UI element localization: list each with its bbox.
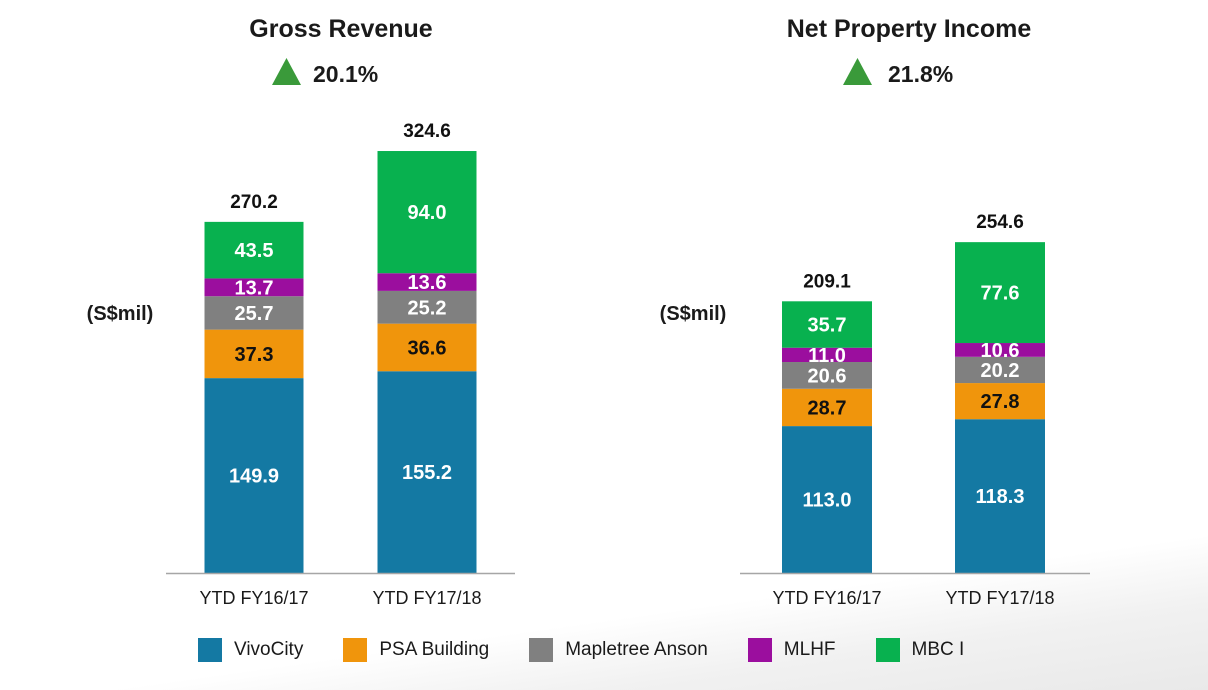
bar-segment-mbc-i — [204, 221, 304, 279]
bar-segment-mapletree-anson — [782, 362, 872, 389]
category-tick-label: YTD FY17/18 — [945, 588, 1054, 608]
bar-segment-mapletree-anson — [955, 356, 1045, 384]
category-tick-label: YTD FY16/17 — [772, 588, 881, 608]
bar-segment-vivocity — [377, 371, 477, 573]
bar-segment-mbc-i — [377, 151, 477, 274]
gross-revenue-title: Gross Revenue — [249, 15, 433, 43]
data-label-mbc-i: 35.7 — [808, 315, 847, 337]
total-label: 324.6 — [403, 121, 451, 142]
data-label-mlhf: 13.6 — [408, 272, 447, 294]
legend-item-mlhf: MLHF — [747, 638, 836, 662]
chart-canvas: Gross Revenue 20.1% (S$mil) 149.9 37.3 25.… — [87, 15, 1090, 608]
data-label-mlhf: 11.0 — [808, 345, 846, 367]
data-label-vivocity: 149.9 — [229, 466, 279, 488]
bar-segment-vivocity — [955, 419, 1045, 573]
legend-swatch — [198, 638, 222, 662]
bar-segment-vivocity — [782, 426, 872, 573]
data-label-vivocity: 118.3 — [976, 486, 1025, 508]
data-label-psa-building: 27.8 — [981, 391, 1020, 413]
bar-segment-mlhf — [955, 343, 1045, 357]
legend-item-mbc-i: MBC I — [875, 638, 965, 662]
bar-segment-mlhf — [782, 347, 872, 363]
bar-segment-psa-building — [204, 329, 304, 379]
bar-segment-mapletree-anson — [377, 290, 477, 324]
legend: VivoCity PSA Building Mapletree Anson MLHF M… — [198, 636, 1004, 664]
data-label-vivocity: 155.2 — [402, 462, 452, 484]
bar-segment-psa-building — [955, 383, 1045, 420]
legend-item-mapletree-anson: Mapletree Anson — [529, 638, 708, 662]
data-label-psa-building: 37.3 — [235, 344, 274, 366]
legend-swatch — [747, 638, 772, 662]
total-label: 270.2 — [230, 192, 278, 213]
legend-label: VivoCity — [234, 639, 304, 660]
legend-label: PSA Building — [379, 639, 490, 660]
data-label-mapletree-anson: 20.2 — [981, 360, 1020, 382]
bar-segment-mlhf — [377, 273, 477, 291]
legend-item-psa-building: PSA Building — [343, 638, 489, 662]
category-tick-label: YTD FY16/17 — [199, 588, 308, 608]
net-property-income-unit-label: (S$mil) — [660, 303, 727, 325]
data-label-psa-building: 28.7 — [808, 397, 847, 419]
data-label-psa-building: 36.6 — [408, 337, 447, 359]
data-label-mapletree-anson: 20.6 — [808, 365, 847, 387]
legend-item-vivocity: VivoCity — [198, 638, 303, 662]
bar-segment-mbc-i — [782, 301, 872, 348]
total-label: 209.1 — [803, 271, 851, 292]
bar-segment-psa-building — [377, 323, 477, 372]
data-label-mapletree-anson: 25.7 — [235, 303, 274, 325]
total-label: 254.6 — [976, 212, 1024, 233]
net-property-income-growth: 21.8% — [888, 61, 953, 87]
data-label-mbc-i: 77.6 — [981, 283, 1020, 305]
data-label-vivocity: 113.0 — [803, 490, 852, 512]
legend-label: MBC I — [911, 639, 965, 660]
legend-swatch — [875, 638, 900, 662]
legend-label: MLHF — [783, 639, 836, 660]
bar-segment-mbc-i — [955, 242, 1045, 344]
growth-up-arrow-icon — [843, 58, 872, 85]
gross-revenue-growth: 20.1% — [313, 61, 378, 87]
data-label-mlhf: 10.6 — [981, 340, 1020, 362]
legend-swatch — [343, 638, 368, 662]
legend-swatch — [529, 638, 554, 662]
legend-label: Mapletree Anson — [565, 639, 708, 660]
gross-revenue-unit-label: (S$mil) — [87, 303, 154, 325]
growth-up-arrow-icon — [272, 58, 301, 85]
bar-segment-psa-building — [782, 388, 872, 427]
category-tick-label: YTD FY17/18 — [372, 588, 481, 608]
net-property-income-title: Net Property Income — [787, 15, 1032, 43]
net-property-income-chart: Net Property Income 21.8% (S$mil) 113.0 2… — [660, 15, 1090, 608]
data-label-mlhf: 13.7 — [235, 277, 274, 299]
bar-segment-mlhf — [204, 278, 304, 297]
data-label-mbc-i: 43.5 — [235, 240, 274, 262]
data-label-mbc-i: 94.0 — [408, 202, 447, 224]
gross-revenue-chart: Gross Revenue 20.1% (S$mil) 149.9 37.3 25.… — [87, 15, 515, 608]
bar-segment-vivocity — [204, 378, 304, 573]
data-label-mapletree-anson: 25.2 — [408, 297, 447, 319]
bar-segment-mapletree-anson — [204, 296, 304, 330]
